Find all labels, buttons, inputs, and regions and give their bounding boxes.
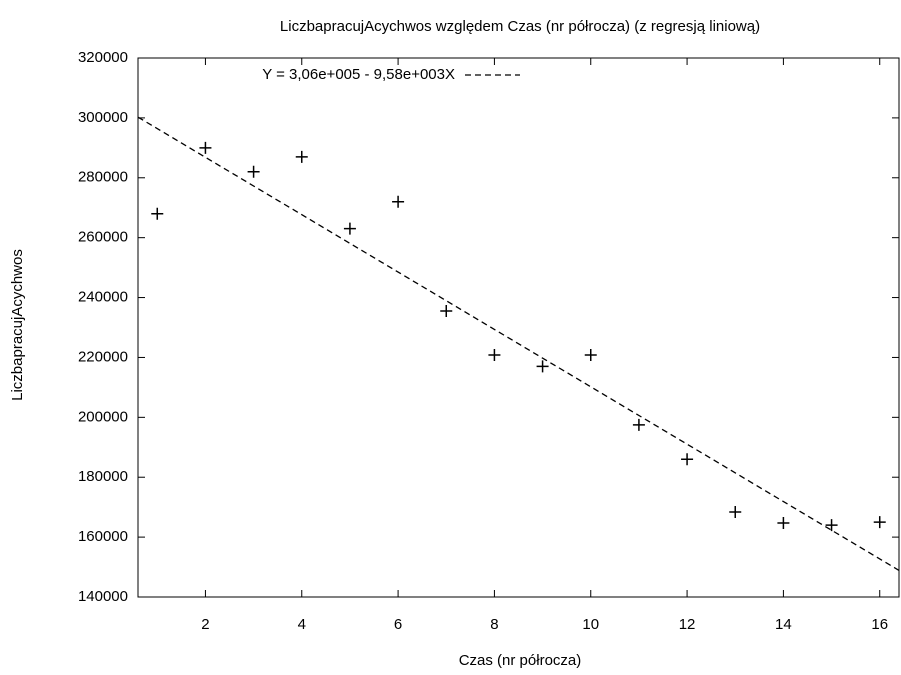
x-tick-label: 10 [582,616,599,633]
x-tick-label: 12 [679,616,696,633]
y-tick-label: 140000 [78,588,128,605]
point [488,349,501,362]
x-tick-label: 16 [871,616,888,633]
point [440,305,453,318]
chart-title: LiczbapracujAcychwos względem Czas (nr p… [280,18,760,35]
point [247,165,260,178]
regression-line [137,116,900,571]
y-tick-label: 220000 [78,348,128,365]
point [729,505,742,518]
y-tick-label: 320000 [78,49,128,66]
x-axis-label: Czas (nr półrocza) [459,652,582,669]
y-tick-label: 240000 [78,289,128,306]
point [777,517,790,530]
point [295,150,308,163]
point [343,222,356,235]
y-tick-label: 280000 [78,169,128,186]
y-axis-label: LiczbapracujAcychwos [9,249,26,401]
x-tick-label: 4 [298,616,306,633]
point [392,195,405,208]
legend-label: Y = 3,06e+005 - 9,58e+003X [262,66,455,83]
x-tick-label: 2 [201,616,209,633]
plot-border [137,57,900,598]
x-tick-label: 8 [490,616,498,633]
y-tick-label: 260000 [78,229,128,246]
x-tick-label: 14 [775,616,792,633]
point [873,516,886,529]
y-tick-label: 180000 [78,468,128,485]
point [825,519,838,532]
point [536,360,549,373]
y-tick-label: 300000 [78,109,128,126]
point [584,349,597,362]
y-tick-label: 160000 [78,528,128,545]
point [151,207,164,220]
x-tick-label: 6 [394,616,402,633]
point [632,418,645,431]
point [681,453,694,466]
point [199,141,212,154]
y-tick-label: 200000 [78,408,128,425]
